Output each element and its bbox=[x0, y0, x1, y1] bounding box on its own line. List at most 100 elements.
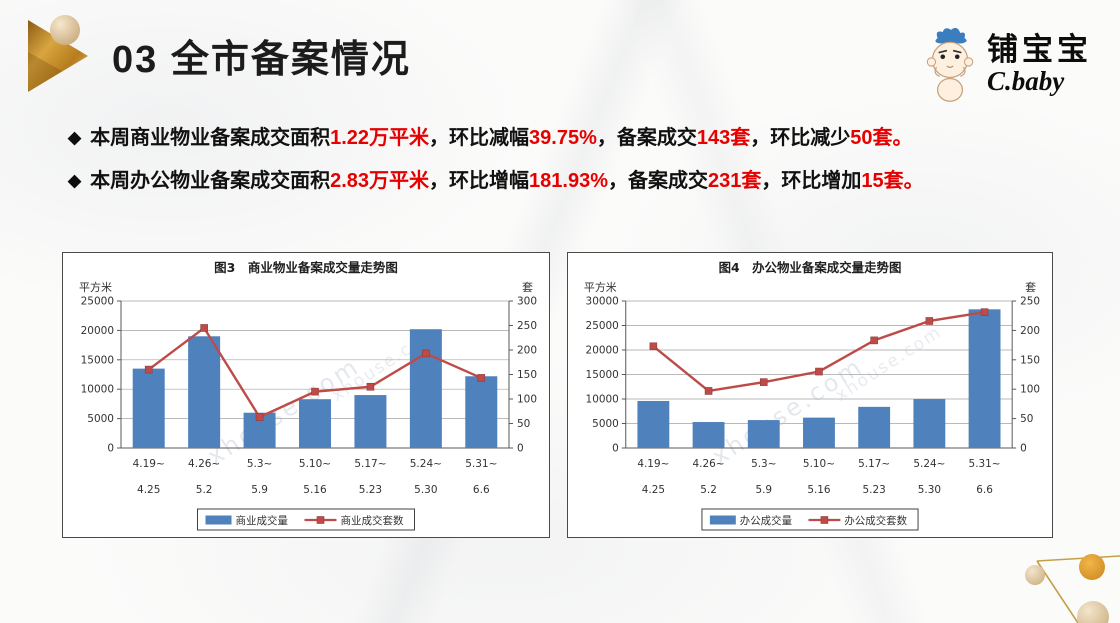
right-axis-unit: 套 bbox=[522, 281, 533, 294]
bullet-text-segment: 181.93% bbox=[529, 170, 608, 192]
gold-triangle-shadow bbox=[28, 52, 62, 92]
bar-series bbox=[132, 329, 498, 448]
line-marker bbox=[144, 365, 153, 374]
bullet-commercial-summary: ◆ 本周商业物业备案成交面积1.22万平米，环比减幅39.75%，备案成交143… bbox=[68, 124, 1048, 152]
commercial-chart-svg: xhouse.comxhouse.com05000100001500020000… bbox=[79, 260, 537, 531]
baby-mascot-icon bbox=[926, 27, 974, 102]
left-axis-unit: 平方米 bbox=[79, 280, 112, 294]
x-axis-label-bottom: 5.2 bbox=[700, 484, 717, 496]
x-axis-label-bottom: 5.16 bbox=[807, 484, 830, 496]
beige-circle bbox=[50, 15, 80, 45]
right-axis-tick-label: 200 bbox=[1020, 325, 1040, 337]
line-marker bbox=[815, 367, 823, 376]
bullet-text-segment: 39.75% bbox=[529, 127, 597, 149]
chart-title: 图3 商业物业备案成交量走势图 bbox=[214, 260, 398, 275]
left-axis-tick-label: 5000 bbox=[592, 418, 619, 430]
x-axis-label-top: 4.19~ bbox=[637, 458, 669, 470]
line-marker bbox=[759, 378, 768, 386]
legend-bar-label: 商业成交量 bbox=[236, 514, 289, 527]
bullet-text-segment: ，环比增幅 bbox=[429, 170, 530, 192]
legend-line-label: 办公成交套数 bbox=[844, 514, 907, 527]
line-marker bbox=[255, 413, 264, 421]
bar bbox=[465, 376, 498, 448]
left-axis-tick-label: 0 bbox=[612, 442, 619, 454]
brand-name-english: C.baby bbox=[987, 65, 1065, 96]
x-axis-label-top: 5.3~ bbox=[751, 458, 776, 470]
bullet-text-segment: ，备案成交 bbox=[596, 127, 697, 149]
line-marker bbox=[925, 317, 934, 325]
page-title: 03 全市备案情况 bbox=[112, 39, 411, 81]
bullet-commercial-text: 本周商业物业备案成交面积1.22万平米，环比减幅39.75%，备案成交143套，… bbox=[90, 124, 912, 152]
left-axis-unit: 平方米 bbox=[584, 280, 617, 294]
x-axis-label-bottom: 4.25 bbox=[137, 484, 160, 496]
gold-corner-decoration bbox=[1025, 554, 1120, 623]
left-axis-tick-label: 25000 bbox=[81, 296, 114, 308]
line-marker bbox=[870, 336, 878, 345]
bar bbox=[354, 395, 387, 448]
bullet-office-summary: ◆ 本周办公物业备案成交面积2.83万平米，环比增幅181.93%，备案成交23… bbox=[68, 167, 1048, 195]
line-marker bbox=[200, 324, 208, 332]
bullet-text-segment: 143套 bbox=[696, 127, 751, 149]
brand-text: 铺宝宝 C.baby bbox=[987, 31, 1092, 96]
brand-logo: 铺宝宝 C.baby bbox=[919, 24, 1092, 104]
bar bbox=[132, 368, 165, 448]
x-axis-label-bottom: 5.9 bbox=[251, 484, 268, 496]
bullet-text-segment: ，环比减少 bbox=[750, 127, 851, 149]
chart-figure4-office: xhouse.com xhouse.com 0 5000 10000 15000 20000… bbox=[567, 252, 1053, 538]
bullet-text-segment: 1.22万平米 bbox=[330, 127, 430, 149]
line-marker bbox=[311, 387, 319, 396]
bar bbox=[299, 399, 331, 448]
left-axis-tick-label: 5000 bbox=[87, 413, 114, 425]
brand-name-chinese: 铺宝宝 bbox=[987, 31, 1092, 67]
x-axis-label-bottom: 6.6 bbox=[473, 484, 490, 496]
diamond-bullet-icon: ◆ bbox=[68, 128, 82, 147]
line-marker bbox=[422, 349, 430, 358]
left-axis-tick-label: 0 bbox=[107, 443, 114, 455]
x-axis-label-bottom: 6.6 bbox=[976, 484, 993, 496]
legend-line-marker bbox=[820, 516, 829, 524]
bullet-text-segment: 15套。 bbox=[861, 170, 924, 192]
bullet-text-segment: 50套。 bbox=[850, 127, 913, 149]
beige-circle-small bbox=[1025, 565, 1045, 585]
x-axis-label-top: 5.31~ bbox=[969, 458, 1001, 470]
x-axis-label-top: 5.24~ bbox=[410, 458, 442, 470]
x-axis-label-top: 5.31~ bbox=[465, 458, 497, 470]
line-marker bbox=[649, 342, 658, 351]
gold-triangle-decoration bbox=[28, 15, 88, 92]
bullet-text-segment: 本周办公物业备案成交面积 bbox=[90, 170, 331, 192]
bar bbox=[968, 309, 1001, 448]
office-chart-svg: xhouse.comxhouse.com05000100001500020000… bbox=[584, 260, 1040, 531]
right-axis-tick-label: 0 bbox=[517, 443, 524, 455]
line-series bbox=[649, 308, 989, 395]
right-axis-tick-label: 100 bbox=[517, 394, 537, 406]
left-axis-tick-label: 30000 bbox=[586, 295, 619, 307]
left-axis-tick-label: 20000 bbox=[586, 344, 619, 356]
x-axis-label-bottom: 5.30 bbox=[918, 484, 941, 496]
right-axis-tick-label: 50 bbox=[1020, 413, 1033, 425]
x-axis-label-top: 5.24~ bbox=[913, 458, 945, 470]
bar bbox=[692, 422, 725, 448]
orange-ball bbox=[1079, 554, 1105, 580]
line-marker bbox=[980, 308, 989, 316]
right-axis-tick-label: 0 bbox=[1020, 442, 1027, 454]
x-axis-label-bottom: 4.25 bbox=[642, 484, 665, 496]
bullet-text-segment: 231套 bbox=[707, 170, 762, 192]
beige-circle-large bbox=[1077, 601, 1109, 623]
bullet-text-segment: ，环比减幅 bbox=[429, 127, 530, 149]
gold-triangle bbox=[28, 20, 88, 92]
left-axis-tick-label: 15000 bbox=[81, 354, 114, 366]
watermark-text: xhouse.com bbox=[202, 352, 364, 471]
left-axis-tick-label: 10000 bbox=[586, 393, 619, 405]
right-axis-tick-label: 300 bbox=[517, 296, 537, 308]
right-axis-tick-label: 250 bbox=[517, 320, 537, 332]
x-axis-label-top: 5.17~ bbox=[354, 458, 386, 470]
right-axis-tick-label: 250 bbox=[1020, 295, 1040, 307]
x-axis-label-bottom: 5.30 bbox=[414, 484, 437, 496]
bullet-office-text: 本周办公物业备案成交面积2.83万平米，环比增幅181.93%，备案成交231套… bbox=[90, 167, 924, 195]
legend-bar-swatch bbox=[205, 515, 232, 525]
watermark-text: xhouse.com bbox=[707, 352, 869, 471]
bullet-text-segment: ，环比增加 bbox=[761, 170, 862, 192]
bar bbox=[803, 417, 835, 448]
bar bbox=[409, 329, 442, 448]
